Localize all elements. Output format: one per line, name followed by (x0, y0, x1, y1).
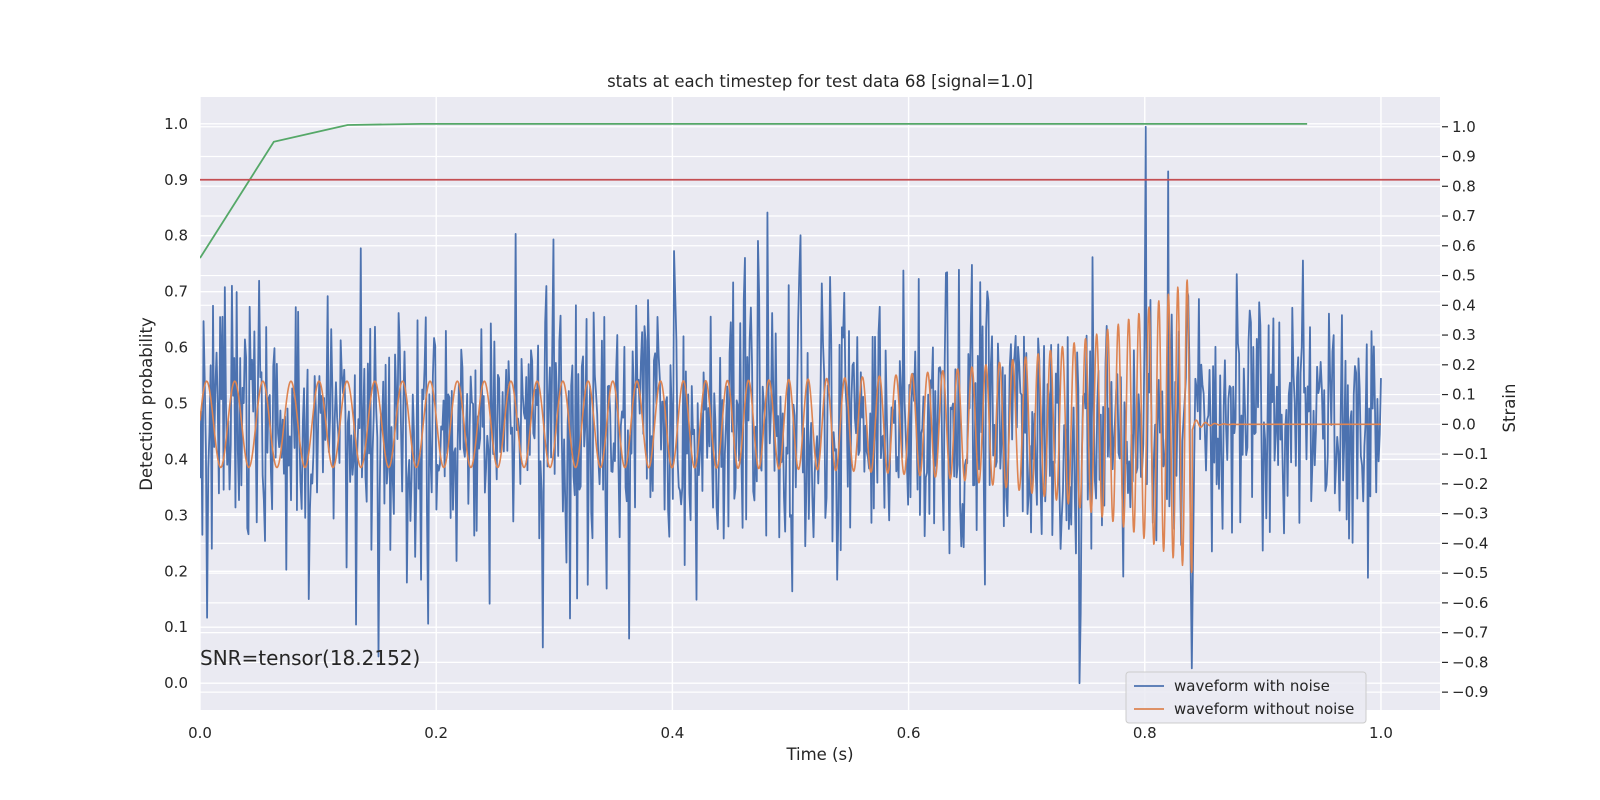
x-tick-label: 0.2 (424, 724, 448, 742)
y2-tick-label: 0.5 (1452, 267, 1476, 285)
detection-probability-line (200, 122, 1308, 259)
y2-tick-label: 0.7 (1452, 207, 1476, 225)
x-tick-label: 1.0 (1369, 724, 1393, 742)
legend-box (1125, 671, 1367, 724)
y2-tick-label: 0.0 (1452, 415, 1476, 433)
y2-tick-label: −0.2 (1452, 475, 1488, 493)
y-tick-label: 0.1 (164, 618, 188, 636)
y2-tick-labels: −0.9 −0.8 −0.7 −0.6 −0.5 −0.4 −0.3 −0.2 −0.1 0.0 0… (1442, 118, 1488, 701)
y2-tick-label: 0.3 (1452, 326, 1476, 344)
x-tick-label: 0.0 (188, 724, 212, 742)
y-tick-label: 0.7 (164, 283, 188, 301)
y-axis-label: Detection probability (137, 317, 156, 491)
y-tick-label: 0.4 (164, 450, 188, 468)
y2-tick-label: −0.9 (1452, 683, 1488, 701)
y-tick-label: 0.9 (164, 171, 188, 189)
snr-annotation: SNR=tensor(18.2152) (200, 646, 420, 670)
y2-tick-label: 0.2 (1452, 356, 1476, 374)
y2-tick-label: −0.8 (1452, 653, 1488, 671)
legend-label-waveform-without-noise: waveform without noise (1174, 700, 1354, 718)
y2-tick-label: −0.7 (1452, 624, 1488, 642)
legend-label-waveform-with-noise: waveform with noise (1174, 677, 1330, 695)
y-tick-label: 1.0 (164, 115, 188, 133)
y2-tick-label: 0.1 (1452, 386, 1476, 404)
y2-tick-label: 0.4 (1452, 296, 1476, 314)
legend: waveform with noise waveform without noi… (1125, 671, 1367, 724)
y-tick-label: 0.8 (164, 227, 188, 245)
x-tick-label: 0.8 (1133, 724, 1157, 742)
y2-tick-label: −0.1 (1452, 445, 1488, 463)
x-tick-labels: 0.0 0.2 0.4 0.6 0.8 1.0 (188, 724, 1393, 742)
y-tick-label: 0.5 (164, 395, 188, 413)
series-line-waveform-without-noise (200, 279, 1382, 574)
y2-tick-label: −0.6 (1452, 594, 1488, 612)
x-tick-label: 0.6 (897, 724, 921, 742)
y2-tick-label: −0.5 (1452, 564, 1488, 582)
x-axis-label: Time (s) (785, 745, 853, 764)
y2-tick-label: −0.4 (1452, 534, 1488, 552)
y-tick-labels: 0.0 0.1 0.2 0.3 0.4 0.5 0.6 0.7 0.8 0.9 1.0 (164, 115, 188, 692)
y2-tick-label: 1.0 (1452, 118, 1476, 136)
y-tick-label: 0.6 (164, 339, 188, 357)
x-tick-label: 0.4 (660, 724, 684, 742)
chart-title: stats at each timestep for test data 68 … (607, 72, 1033, 91)
y2-tick-label: 0.8 (1452, 177, 1476, 195)
y-tick-label: 0.0 (164, 674, 188, 692)
y-tick-label: 0.2 (164, 562, 188, 580)
y2-tick-label: −0.3 (1452, 505, 1488, 523)
y2-tick-label: 0.6 (1452, 237, 1476, 255)
y2-tick-label: 0.9 (1452, 148, 1476, 166)
y2-axis-label: Strain (1500, 384, 1519, 433)
y-tick-label: 0.3 (164, 506, 188, 524)
